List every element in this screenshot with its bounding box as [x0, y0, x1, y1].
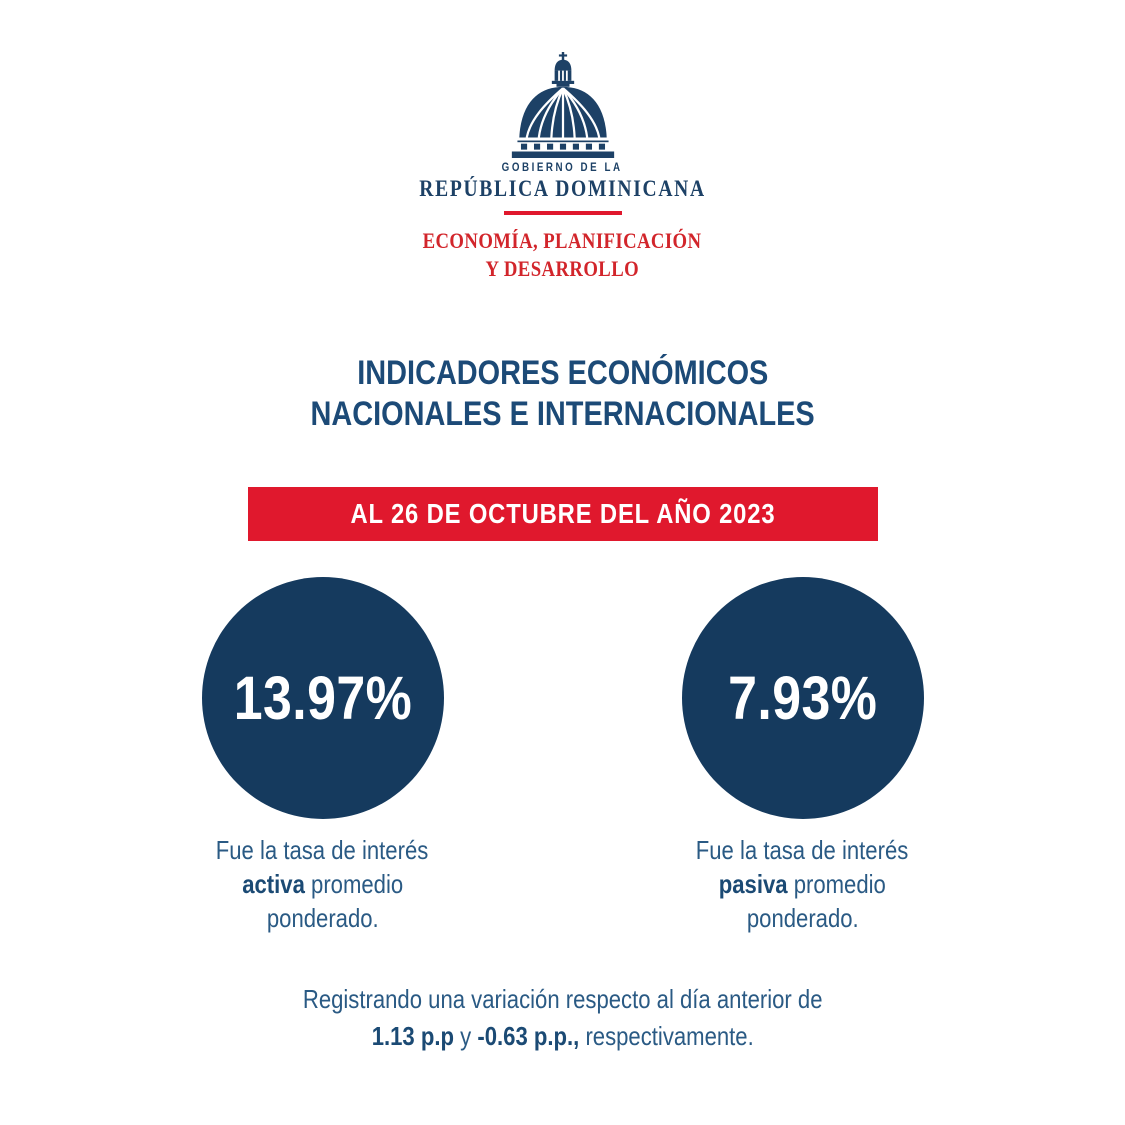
variation-footnote: Registrando una variación respecto al dí…: [0, 981, 1125, 1055]
stats-row: 13.97% Fue la tasa de interés activa pro…: [0, 576, 1125, 935]
republic-name-text: REPÚBLICA DOMINICANA: [419, 176, 706, 201]
national-palace-dome-icon: [511, 52, 614, 158]
variation-footnote-line2: 1.13 p.p y -0.63 p.p., respectivamente.: [371, 1020, 754, 1051]
government-label-text: GOBIERNO DE LA: [502, 162, 623, 174]
government-logo: GOBIERNO DE LA REPÚBLICA DOMINICANA ECON…: [0, 0, 1125, 283]
page-title: INDICADORES ECONÓMICOS NACIONALES E INTE…: [0, 353, 1125, 435]
ministry-name-line2: Y DESARROLLO: [485, 255, 640, 281]
logo-divider: [503, 211, 622, 215]
date-banner: AL 26 DE OCTUBRE DEL AÑO 2023: [247, 486, 878, 541]
republic-name: REPÚBLICA DOMINICANA: [0, 176, 1125, 202]
date-banner-label: AL 26 DE OCTUBRE DEL AÑO 2023: [350, 497, 775, 529]
stat-passive-rate: 7.93% Fue la tasa de interés pasiva prom…: [622, 576, 984, 935]
stat-active-rate: 13.97% Fue la tasa de interés activa pro…: [142, 576, 504, 935]
active-rate-caption: Fue la tasa de interés activa promedio p…: [216, 834, 429, 933]
passive-rate-caption: Fue la tasa de interés pasiva promedio p…: [696, 834, 909, 933]
government-label: GOBIERNO DE LA: [0, 162, 1125, 174]
ministry-name-line1: ECONOMÍA, PLANIFICACIÓN: [423, 227, 702, 253]
ministry-name: ECONOMÍA, PLANIFICACIÓN Y DESARROLLO: [0, 227, 1125, 283]
page-title-line1: INDICADORES ECONÓMICOS: [356, 353, 769, 392]
active-rate-circle: 13.97%: [201, 576, 444, 819]
active-rate-value: 13.97%: [233, 663, 412, 732]
passive-rate-circle: 7.93%: [681, 576, 924, 819]
page-title-line2: NACIONALES E INTERNACIONALES: [310, 394, 815, 433]
passive-rate-value: 7.93%: [727, 663, 878, 732]
variation-footnote-line1: Registrando una variación respecto al dí…: [302, 983, 823, 1014]
